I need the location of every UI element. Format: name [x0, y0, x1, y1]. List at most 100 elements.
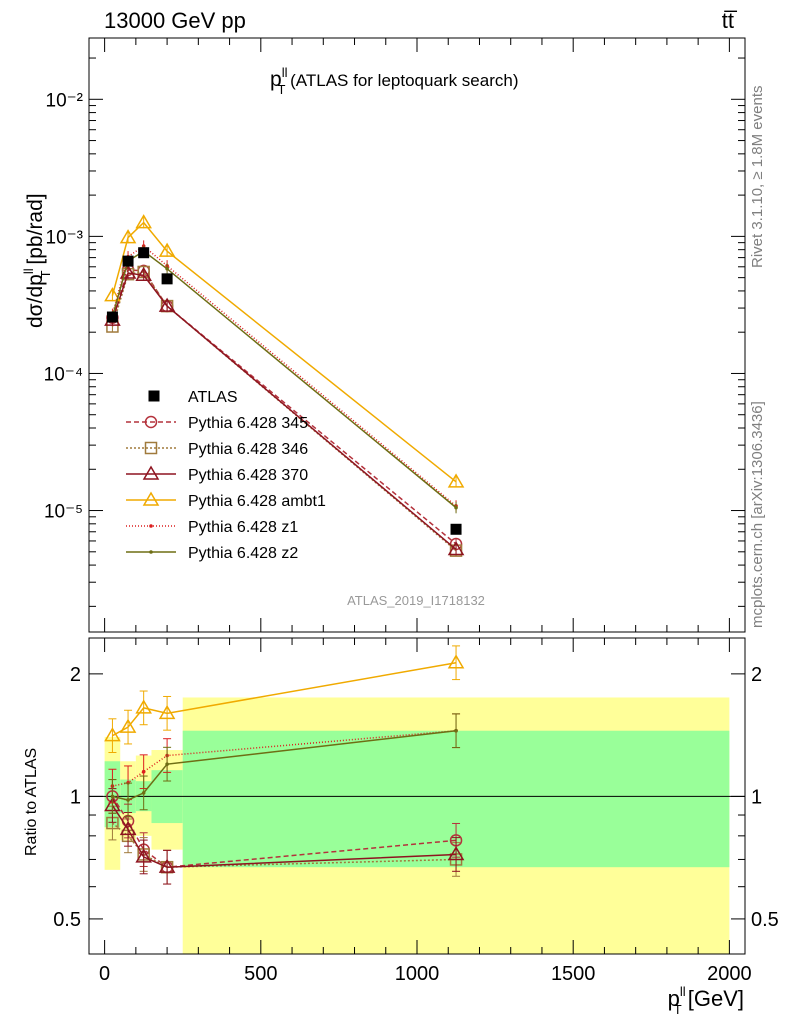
legend-marker — [149, 550, 153, 554]
ratio-y-tick-label-right: 2 — [751, 664, 762, 686]
ratio-series-point — [104, 727, 121, 742]
main-title: pll T (ATLAS for leptoquark search) — [270, 65, 518, 97]
legend-marker — [149, 524, 153, 528]
main-y-tick-label: 10⁻⁵ — [44, 502, 83, 523]
main-y-label-sub: T — [38, 270, 53, 278]
ratio-x-label: pll T [GeV] — [668, 984, 744, 1017]
ratio-series-line — [111, 795, 457, 868]
main-y-label-main: dσ/dp — [24, 274, 47, 328]
ratio-x-tick-label: 1500 — [551, 963, 596, 985]
legend-label: Pythia 6.428 z1 — [188, 519, 298, 536]
ratio-y-tick-label-left: 0.5 — [53, 909, 81, 931]
analysis-watermark: ATLAS_2019_I1718132 — [347, 593, 485, 608]
main-series-point — [119, 229, 137, 244]
ratio-series-p370 — [104, 788, 465, 885]
main-y-tick-label: 10⁻⁴ — [44, 364, 83, 385]
ratio-y-label: Ratio to ATLAS — [23, 748, 40, 856]
main-y-label-rest: [pb/rad] — [24, 193, 47, 270]
legend-item-ambt1: Pythia 6.428 ambt1 — [126, 491, 326, 510]
legend-marker — [142, 491, 160, 506]
ratio-series-point — [141, 791, 146, 795]
main-series-point — [158, 297, 176, 312]
legend-item-atlas: ATLAS — [148, 389, 238, 406]
main-title-sup: ll — [282, 65, 288, 80]
ratio-y-tick-label-left: 1 — [70, 786, 81, 808]
legend-label: Pythia 6.428 370 — [188, 467, 308, 484]
ratio-uncertainty-bands — [89, 697, 745, 954]
main-title-sub: T — [277, 82, 285, 97]
legend-item-z1: Pythia 6.428 z1 — [126, 519, 298, 536]
mcplots-side-label: mcplots.cern.ch [arXiv:1306.3436] — [749, 401, 766, 628]
ratio-series-z2 — [108, 713, 461, 818]
ratio-series-point — [135, 848, 152, 863]
main-series-point — [104, 287, 121, 302]
ratio-x-tick-label: 1000 — [395, 963, 440, 985]
ratio-x-tick-label: 2000 — [707, 963, 752, 985]
legend-marker — [142, 465, 160, 480]
ratio-series-group — [104, 645, 465, 885]
ratio-series-point — [165, 762, 169, 766]
atlas-data-point — [450, 523, 462, 535]
legend-label: Pythia 6.428 z2 — [188, 545, 298, 562]
main-series-point — [135, 214, 152, 229]
legend-item-p370: Pythia 6.428 370 — [126, 465, 308, 484]
legend-label: Pythia 6.428 ambt1 — [188, 493, 326, 510]
main-series-point — [158, 242, 176, 257]
main-series-point — [165, 267, 169, 271]
legend-marker — [148, 390, 160, 402]
main-y-tick-label: 10⁻² — [46, 90, 84, 111]
ratio-series-point — [126, 798, 130, 802]
main-title-rest: (ATLAS for leptoquark search) — [285, 71, 518, 90]
ratio-series-point — [158, 858, 176, 873]
main-plot-frame — [88, 37, 746, 633]
legend-item-p345: Pythia 6.428 345 — [126, 415, 308, 432]
ratio-series-ambt1 — [104, 645, 465, 754]
ratio-series-point — [447, 845, 465, 861]
main-y-label: dσ/dpll T [pb/rad] — [21, 193, 53, 328]
atlas-data-point — [161, 273, 173, 285]
ratio-x-label-sub: T — [674, 1002, 682, 1017]
atlas-data-point — [122, 255, 134, 267]
main-series-point — [135, 266, 152, 282]
ratio-series-point — [119, 718, 137, 733]
legend-label: Pythia 6.428 346 — [188, 441, 308, 458]
ratio-axis-ticks: 0.5 0.5 1 1 2 2 0 500 1000 1500 2000 — [53, 638, 779, 985]
main-series-point — [447, 540, 465, 556]
ratio-x-label-main: p — [668, 986, 680, 1011]
legend: ATLAS Pythia 6.428 345 Pythia 6.428 346 Pyt… — [126, 389, 326, 562]
header-left: 13000 GeV pp — [104, 8, 246, 33]
atlas-data-point — [106, 311, 118, 323]
ratio-series-point — [135, 699, 152, 714]
ratio-series-point — [158, 704, 176, 720]
legend-item-z2: Pythia 6.428 z2 — [126, 545, 298, 562]
rivet-side-label: Rivet 3.1.10, ≥ 1.8M events — [749, 86, 766, 269]
ratio-y-tick-label-right: 1 — [751, 786, 762, 808]
ratio-series-point — [141, 769, 146, 774]
main-title-main: p — [270, 68, 282, 91]
ratio-y-tick-label-right: 0.5 — [751, 909, 779, 931]
legend-label: Pythia 6.428 345 — [188, 415, 308, 432]
ratio-series-point — [447, 654, 465, 669]
main-axis-ticks: 10⁻² 10⁻³ 10⁻⁴ 10⁻⁵ — [44, 38, 745, 632]
main-series-atlas-data — [106, 247, 462, 535]
ratio-plot-frame — [88, 637, 746, 955]
atlas-data-point — [138, 247, 150, 259]
ratio-series-point — [454, 728, 458, 733]
ratio-series-point — [119, 820, 137, 836]
main-series-point — [447, 473, 465, 488]
main-y-tick-label: 10⁻³ — [46, 227, 84, 248]
header-right: tt̅ — [722, 8, 738, 33]
ratio-x-label-rest: [GeV] — [682, 986, 744, 1011]
ratio-series-point — [110, 794, 115, 799]
legend-item-p346: Pythia 6.428 346 — [126, 441, 308, 458]
ratio-x-tick-label: 0 — [99, 963, 110, 985]
ratio-y-tick-label-left: 2 — [70, 664, 81, 686]
main-series-group — [104, 214, 465, 557]
legend-marker — [144, 441, 158, 455]
legend-marker — [144, 415, 158, 429]
main-series-point — [454, 505, 458, 510]
ratio-x-label-sup: ll — [680, 984, 686, 999]
main-y-label-sup: ll — [21, 268, 36, 274]
legend-label: ATLAS — [188, 389, 238, 406]
